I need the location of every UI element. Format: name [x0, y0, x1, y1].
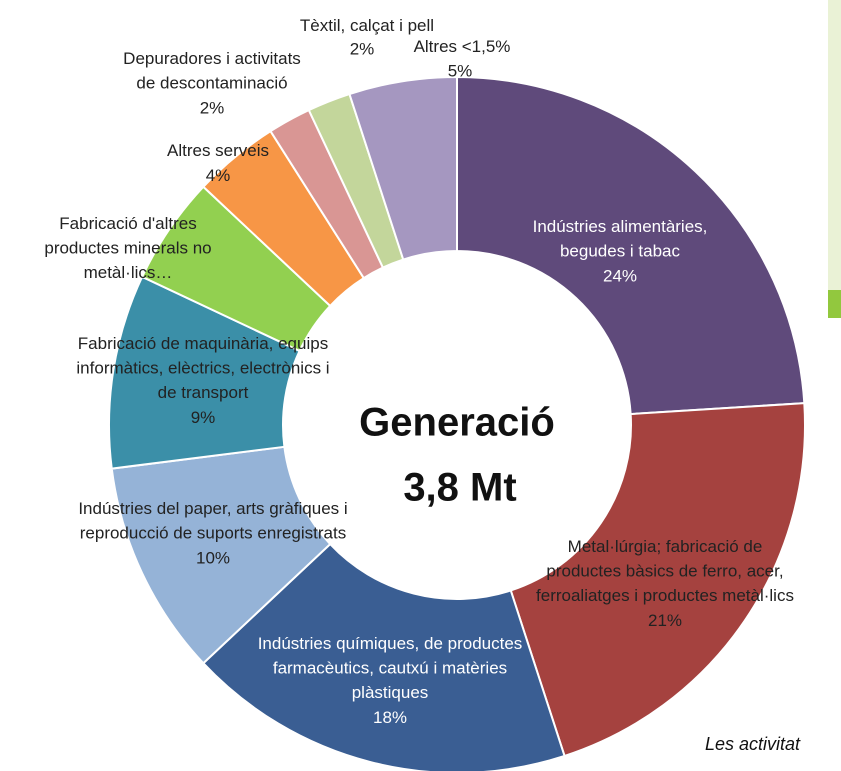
slices — [108, 75, 806, 771]
value-label: 24% — [603, 266, 637, 285]
slice — [456, 75, 806, 416]
slice-label: Altres <1,5% — [414, 37, 511, 56]
slice-label: Indústries químiques, de productes farmac… — [258, 634, 523, 702]
side-panel-bar — [828, 290, 841, 318]
slice-label: Altres serveis — [167, 141, 269, 160]
slice-label: Depuradores i activitats de descontaminac… — [123, 49, 301, 93]
slice — [110, 445, 332, 665]
slice — [201, 542, 566, 771]
side-panel — [828, 0, 841, 318]
slice-label: Indústries alimentàries, begudes i tabac — [533, 217, 708, 261]
slice-label: Tèxtil, calçat i pell — [300, 16, 434, 35]
value-label: 18% — [373, 708, 407, 727]
center-value: 3,8 Mt — [403, 466, 516, 510]
slice-label: Fabricació d'altres productes minerals no… — [44, 214, 211, 282]
value-label: 9% — [191, 408, 216, 427]
value-label: 2% — [350, 39, 375, 58]
slice — [509, 402, 806, 758]
value-label: 2% — [200, 98, 225, 117]
slice-label: Indústries del paper, arts gràfiques i re… — [78, 499, 347, 543]
value-label: 5% — [448, 61, 473, 80]
slice — [348, 75, 458, 261]
value-label: 21% — [648, 611, 682, 630]
value-label: 4% — [206, 166, 231, 185]
center-title: Generació — [359, 401, 555, 445]
slice-label: Fabricació de maquinària, equips informàt… — [76, 334, 329, 402]
slice-label: Metal·lúrgia; fabricació de productes bàs… — [536, 537, 794, 605]
side-text: Les activitat — [705, 734, 801, 754]
value-label: 10% — [196, 548, 230, 567]
labels: Indústries alimentàries, begudes i tabac 2… — [44, 16, 794, 727]
